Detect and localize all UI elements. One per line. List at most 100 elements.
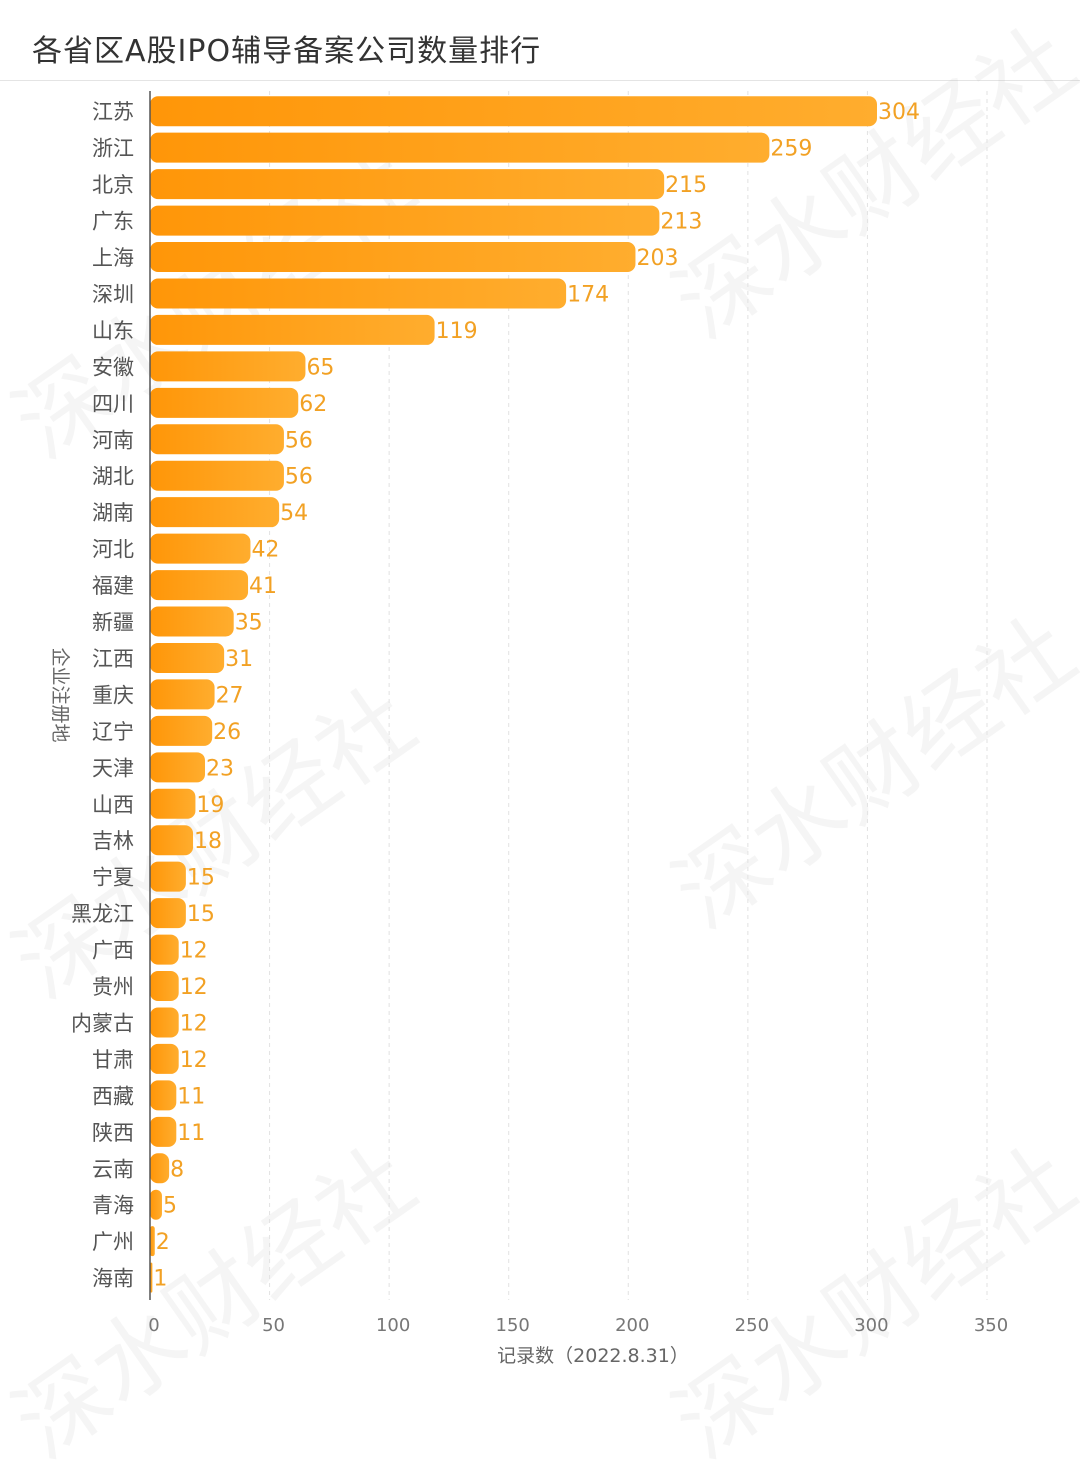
- x-tick-label: 0: [148, 1315, 159, 1336]
- bar: [150, 533, 251, 564]
- x-tick-label: 250: [735, 1315, 769, 1336]
- category-label: 贵州: [92, 975, 134, 999]
- value-label: 213: [660, 210, 702, 235]
- x-tick-label: 350: [974, 1315, 1008, 1336]
- bar: [150, 1153, 170, 1184]
- x-tick-label: 100: [376, 1315, 410, 1336]
- bar: [150, 971, 179, 1002]
- category-label: 深圳: [92, 282, 134, 306]
- value-label: 12: [180, 1011, 208, 1036]
- category-label: 广西: [92, 939, 134, 963]
- bar: [150, 898, 186, 929]
- category-label: 天津: [92, 756, 134, 780]
- value-label: 203: [636, 246, 678, 271]
- bar: [150, 424, 284, 455]
- category-label: 吉林: [92, 829, 134, 853]
- category-label: 甘肃: [92, 1048, 134, 1072]
- category-label: 海南: [92, 1267, 134, 1291]
- value-label: 35: [235, 611, 263, 636]
- bar: [150, 169, 665, 200]
- value-label: 2: [156, 1230, 170, 1255]
- bar: [150, 1116, 177, 1147]
- category-label: 河南: [92, 428, 134, 452]
- x-tick-label: 200: [615, 1315, 649, 1336]
- chart-title: 各省区A股IPO辅导备案公司数量排行: [32, 34, 542, 69]
- bar: [150, 278, 567, 309]
- bar: [150, 460, 284, 491]
- value-label: 26: [213, 720, 241, 745]
- value-label: 12: [180, 975, 208, 1000]
- bar: [150, 788, 196, 819]
- value-label: 12: [180, 939, 208, 964]
- category-label: 江苏: [92, 100, 134, 124]
- bar: [150, 1080, 177, 1111]
- bar: [150, 861, 186, 892]
- bar: [150, 606, 234, 637]
- value-label: 15: [187, 866, 215, 891]
- category-label: 湖南: [92, 501, 134, 525]
- value-label: 8: [170, 1157, 184, 1182]
- value-label: 56: [285, 428, 313, 453]
- category-label: 宁夏: [92, 866, 134, 890]
- category-label: 云南: [92, 1157, 134, 1181]
- bar: [150, 132, 770, 163]
- category-label: 重庆: [92, 683, 134, 707]
- bar: [150, 497, 280, 528]
- bar: [150, 715, 213, 746]
- y-axis-title: 企业注册地: [49, 647, 71, 742]
- bar: [150, 96, 877, 127]
- bar: [150, 387, 299, 418]
- category-label: 山西: [92, 793, 134, 817]
- x-axis-title: 记录数（2022.8.31）: [497, 1345, 689, 1367]
- x-tick-label: 150: [496, 1315, 530, 1336]
- bar: [150, 314, 435, 345]
- value-label: 174: [567, 282, 609, 307]
- value-label: 18: [194, 829, 222, 854]
- bar: [150, 1226, 155, 1257]
- x-tick-label: 300: [854, 1315, 888, 1336]
- category-label: 内蒙古: [71, 1011, 134, 1035]
- category-label: 黑龙江: [71, 902, 134, 926]
- category-label: 北京: [92, 173, 134, 197]
- bar: [150, 679, 215, 710]
- value-label: 259: [770, 137, 812, 162]
- value-label: 54: [280, 501, 308, 526]
- category-label: 浙江: [92, 137, 134, 161]
- bar: [150, 242, 636, 273]
- bar: [150, 570, 249, 601]
- category-label: 辽宁: [92, 720, 134, 744]
- category-label: 安徽: [92, 355, 134, 379]
- bar: [150, 642, 225, 673]
- category-label: 四川: [92, 392, 134, 416]
- value-label: 5: [163, 1194, 177, 1219]
- value-label: 41: [249, 574, 277, 599]
- value-label: 304: [878, 100, 920, 125]
- bar: [150, 752, 206, 783]
- bar: [150, 1043, 179, 1074]
- value-label: 62: [299, 392, 327, 417]
- bar: [150, 351, 306, 382]
- category-label: 山东: [92, 319, 134, 343]
- bar: [150, 1007, 179, 1038]
- value-label: 1: [153, 1267, 167, 1292]
- value-label: 31: [225, 647, 253, 672]
- bar: [150, 205, 660, 236]
- category-label: 广州: [92, 1230, 134, 1254]
- value-label: 15: [187, 902, 215, 927]
- value-label: 215: [665, 173, 707, 198]
- category-label: 广东: [92, 210, 134, 234]
- category-label: 新疆: [92, 611, 134, 635]
- category-label: 陕西: [92, 1121, 134, 1145]
- value-label: 119: [436, 319, 478, 344]
- bar: [150, 825, 194, 856]
- title-divider: [0, 80, 1080, 81]
- x-tick-label: 50: [262, 1315, 285, 1336]
- value-label: 42: [251, 538, 279, 563]
- category-label: 青海: [92, 1194, 134, 1218]
- value-label: 27: [216, 683, 244, 708]
- value-label: 23: [206, 756, 234, 781]
- value-label: 12: [180, 1048, 208, 1073]
- category-label: 河北: [92, 538, 134, 562]
- bar: [150, 934, 179, 965]
